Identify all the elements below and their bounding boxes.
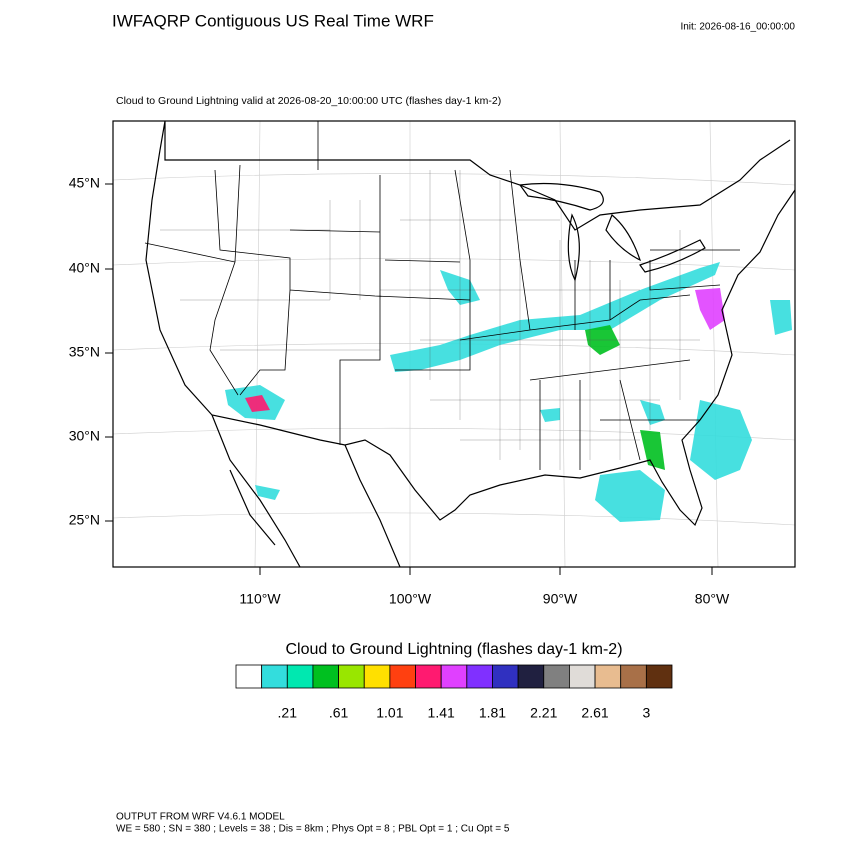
color-box xyxy=(312,664,339,689)
lat-label: 35°N xyxy=(69,344,100,360)
colorbar-label: .21 xyxy=(278,705,298,721)
color-box xyxy=(286,664,314,689)
title: IWFAQRP Contiguous US Real Time WRF xyxy=(112,11,434,30)
color-box xyxy=(620,664,647,689)
color-box xyxy=(440,664,468,689)
state-borders xyxy=(144,121,740,470)
colorbar-label: 1.41 xyxy=(428,705,455,721)
colorbar: .21 .61 1.01 1.41 1.81 2.21 2.61 3 xyxy=(235,664,673,721)
lon-label: 110°W xyxy=(239,591,281,607)
colorbar-label: 2.21 xyxy=(530,705,557,721)
lightning xyxy=(225,262,792,522)
lon-label: 100°W xyxy=(389,591,432,607)
great-lakes xyxy=(518,182,706,282)
color-box xyxy=(645,664,673,689)
footer-line: OUTPUT FROM WRF V4.6.1 MODEL xyxy=(116,812,285,823)
map: 45°N 40°N 35°N 30°N 25°N 110°W 100°W 90°W 80°W xyxy=(69,120,796,607)
init-time: Init: 2026-08-16_00:00:00 xyxy=(680,22,795,33)
color-box xyxy=(363,664,391,689)
color-box xyxy=(517,664,545,689)
colorbar-label: 3 xyxy=(642,705,650,721)
lat-label: 45°N xyxy=(69,175,100,191)
color-box xyxy=(235,664,263,689)
color-box xyxy=(492,664,519,689)
lon-label: 80°W xyxy=(695,591,730,607)
lat-label: 30°N xyxy=(69,428,100,444)
colorbar-label: 1.01 xyxy=(376,705,403,721)
us-outline xyxy=(145,121,795,527)
color-box xyxy=(338,664,365,689)
color-box xyxy=(415,664,442,689)
colorbar-label: .61 xyxy=(329,705,349,721)
subtitle: Cloud to Ground Lightning valid at 2026-… xyxy=(116,95,501,107)
color-box xyxy=(466,664,493,689)
color-box xyxy=(261,664,288,689)
lon-label: 90°W xyxy=(543,591,578,607)
map-frame xyxy=(112,120,796,568)
color-box xyxy=(569,664,596,689)
colorbar-label: 1.81 xyxy=(479,705,506,721)
lat-label: 40°N xyxy=(69,260,100,276)
colorbar-title: Cloud to Ground Lightning (flashes day-1… xyxy=(285,641,622,658)
colorbar-label: 2.61 xyxy=(581,705,608,721)
color-box xyxy=(594,664,622,689)
footer-line: WE = 580 ; SN = 380 ; Levels = 38 ; Dis … xyxy=(116,824,510,835)
color-box xyxy=(543,664,570,689)
lat-label: 25°N xyxy=(69,512,100,528)
county-lines xyxy=(160,170,700,470)
mexico xyxy=(211,414,401,567)
color-box xyxy=(389,664,416,689)
